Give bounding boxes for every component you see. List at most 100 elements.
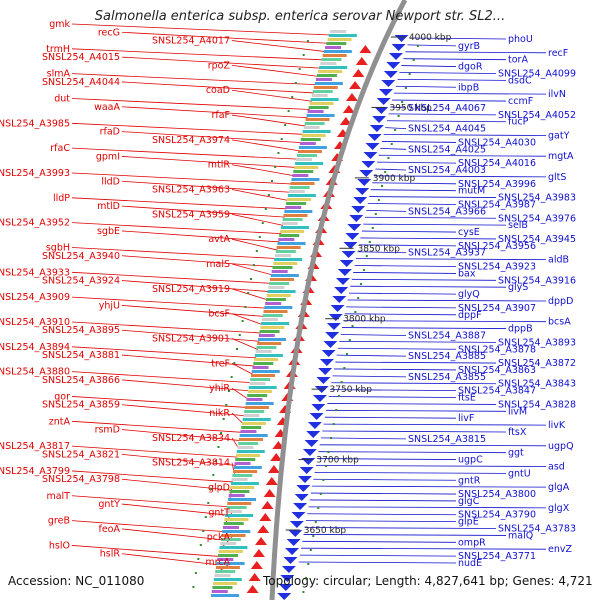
feature-band [297, 150, 322, 153]
right-gene-label: gltS [548, 172, 566, 183]
tick-dot [214, 460, 217, 462]
reverse-gene-arrow [372, 116, 387, 123]
left-gene-label: hslR [100, 549, 121, 560]
right-leader-line [369, 196, 497, 198]
right-gene-label: SNSL254_A3863 [458, 365, 536, 376]
feature-band [301, 134, 326, 137]
right-gene-label: selB [508, 220, 528, 231]
right-leader-line [409, 37, 507, 40]
reverse-gene-arrow [311, 404, 326, 411]
feature-band [247, 390, 272, 393]
scale-tick-label: 3900 kbp [373, 174, 416, 184]
reverse-gene-arrow [301, 458, 316, 465]
feature-band [281, 222, 298, 225]
reverse-gene-arrow [378, 89, 393, 96]
left-gene-label: SNSL254_A3834 [152, 433, 230, 444]
right-leader-line [340, 334, 407, 336]
right-gene-label: SNSL254_A4045 [408, 124, 486, 135]
forward-gene-arrow [345, 93, 358, 101]
right-leader-line [299, 554, 457, 557]
tick-dot [204, 516, 207, 518]
right-gene-label: livM [508, 406, 527, 417]
left-leader-line [231, 387, 249, 400]
right-leader-line [401, 65, 457, 67]
right-gene-label: bax [458, 268, 476, 279]
feature-band [256, 346, 277, 349]
tick-dot [394, 129, 397, 131]
right-gene-label: SNSL254_A4067 [408, 103, 486, 114]
right-gene-label: SNSL254_A3987 [458, 199, 536, 210]
right-gene-label: phoU [508, 34, 533, 45]
right-gene-label: torA [508, 55, 528, 66]
tick-dot [371, 227, 374, 229]
right-gene-label: SNSL254_A4003 [408, 165, 486, 176]
left-leader-line [71, 445, 238, 458]
right-gene-label: SNSL254_A3771 [458, 551, 536, 562]
right-leader-line [403, 58, 507, 61]
right-gene-label: dsdC [508, 75, 532, 86]
tick-dot [312, 535, 315, 537]
right-leader-line [327, 403, 497, 405]
reverse-gene-arrow [359, 170, 374, 177]
tick-dot [294, 82, 297, 84]
right-gene-label: SNSL254_A3956 [458, 241, 536, 252]
tick-dot [327, 451, 330, 453]
right-gene-label: fucP [508, 117, 529, 128]
left-leader-line [231, 263, 273, 276]
left-leader-line [71, 495, 229, 508]
reverse-gene-arrow [374, 107, 389, 114]
right-leader-line [356, 258, 547, 261]
reverse-gene-arrow [281, 566, 296, 573]
feature-bands [211, 30, 357, 597]
feature-band [289, 186, 310, 189]
reverse-gene-arrow [357, 179, 372, 186]
right-gene-label: SNSL254_A4030 [458, 137, 536, 148]
left-leader-line [71, 48, 323, 61]
left-leader-line [71, 520, 225, 533]
feature-band [306, 114, 335, 117]
right-label-leader-lines [298, 37, 547, 564]
right-leader-line [380, 147, 407, 150]
scale-tick-label: 3750 kbp [330, 385, 373, 395]
right-gene-label: glgX [548, 503, 570, 514]
reverse-gene-arrow [386, 62, 401, 69]
tick-dot [199, 544, 202, 546]
right-leader-line [405, 51, 547, 54]
right-gene-label: SNSL254_A3847 [458, 386, 536, 397]
right-gene-label: SNSL254_A4025 [408, 144, 486, 155]
left-leader-line [231, 338, 258, 350]
feature-band [280, 230, 305, 233]
feature-band [278, 238, 295, 241]
feature-band [246, 398, 263, 401]
feature-band [296, 154, 317, 157]
left-leader-line [71, 122, 304, 135]
topology-label: Topology: [263, 574, 320, 588]
tick-dot [302, 54, 305, 56]
accession-value: NC_011080 [75, 574, 145, 588]
feature-band [218, 550, 243, 553]
feature-band [307, 110, 324, 113]
left-leader-line [71, 23, 331, 36]
right-leader-line [304, 527, 497, 529]
feature-band [330, 30, 347, 33]
right-leader-line [301, 547, 547, 550]
reverse-gene-arrow [319, 359, 334, 366]
left-gene-label: pckA [207, 532, 231, 543]
right-leader-line [332, 375, 407, 378]
left-leader-line [71, 197, 287, 210]
reverse-gene-arrow [313, 395, 328, 402]
forward-gene-arrow [267, 465, 280, 473]
left-gene-label: rfaC [50, 143, 70, 154]
feature-band [213, 578, 242, 581]
left-gene-label: SNSL254_A3901 [152, 334, 230, 345]
reverse-gene-arrow [306, 431, 321, 438]
reverse-gene-arrow [363, 152, 378, 159]
tick-dot [247, 292, 250, 294]
feature-band [266, 294, 291, 297]
left-gene-label: trmH [46, 44, 70, 55]
left-leader-line [231, 139, 300, 152]
left-gene-label: nikR [209, 408, 230, 419]
tick-dot [416, 45, 419, 47]
tick-dot [255, 250, 258, 252]
